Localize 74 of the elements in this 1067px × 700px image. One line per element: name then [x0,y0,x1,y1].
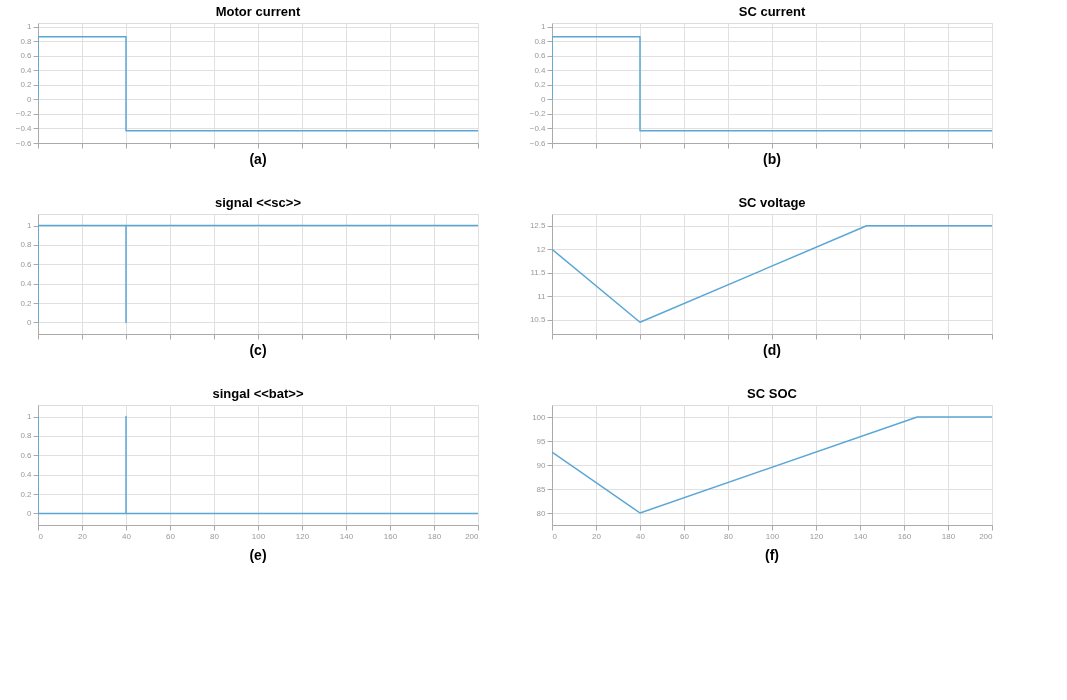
x-tick-label: 160 [383,531,398,541]
y-tick-label: 0 [27,317,33,327]
text: (c) [249,342,267,358]
text: (d) [763,342,781,358]
y-tick-label: −0.2 [529,109,547,119]
y-tick-label: 0.4 [20,470,33,480]
x-tick-label: 140 [853,531,868,541]
x-tick-label: 120 [295,531,310,541]
x-tick-label: 0 [38,531,44,541]
y-tick-label: 0.8 [20,36,33,46]
y-tick-label: 12.5 [529,221,547,231]
y-tick-label: 0.2 [534,80,547,90]
x-tick-label: 100 [251,531,266,541]
y-tick-label: 0.4 [20,279,33,289]
chart-title: SC voltage [738,195,806,210]
y-tick-label: 0.8 [534,36,547,46]
y-tick-label: 11.5 [530,268,547,278]
y-tick-label: −0.6 [15,138,33,148]
text: (b) [763,151,781,167]
x-tick-label: 100 [765,531,780,541]
x-tick-label: 20 [592,531,602,541]
y-tick-label: 0.8 [20,431,33,441]
y-tick-label: −0.4 [15,123,33,133]
x-tick-label: 180 [427,531,442,541]
y-tick-label: 0 [541,94,547,104]
x-tick-label: 200 [979,531,994,541]
y-tick-label: 0 [27,94,33,104]
y-tick-label: 0.2 [20,80,33,90]
x-tick-label: 0 [552,531,558,541]
text: (a) [249,151,267,167]
x-tick-label: 140 [339,531,354,541]
y-tick-label: 11 [537,291,547,301]
y-tick-label: 0.2 [20,298,33,308]
y-tick-label: −0.6 [529,138,547,148]
x-tick-label: 120 [809,531,824,541]
text: (e) [249,547,267,563]
x-tick-label: 60 [166,531,176,541]
y-tick-label: 0 [27,508,33,518]
x-tick-label: 40 [122,531,132,541]
chart-title: SC SOC [747,386,798,401]
x-tick-label: 80 [724,531,734,541]
y-tick-label: 0.6 [20,51,33,61]
y-tick-label: 85 [536,484,547,494]
x-tick-label: 20 [78,531,88,541]
y-tick-label: 0.6 [20,259,33,269]
y-tick-label: 0.4 [20,65,33,75]
y-tick-label: 0.4 [534,65,547,75]
y-tick-label: −0.4 [529,123,547,133]
x-tick-label: 180 [941,531,956,541]
y-tick-label: 1 [27,221,33,231]
y-tick-label: 0.6 [20,450,33,460]
y-tick-label: 95 [536,436,547,446]
y-tick-label: −0.2 [15,109,33,119]
y-tick-label: 10.5 [529,315,547,325]
y-tick-label: 90 [536,460,547,470]
y-tick-label: 80 [536,508,547,518]
x-tick-label: 80 [210,531,220,541]
text: (f) [765,547,779,563]
chart-title: singal <<bat>> [212,386,304,401]
x-tick-label: 40 [636,531,646,541]
y-tick-label: 1 [541,22,547,32]
x-tick-label: 160 [897,531,912,541]
x-tick-label: 60 [680,531,690,541]
y-tick-label: 1 [27,412,33,422]
y-tick-label: 0.8 [20,240,33,250]
y-tick-label: 1 [27,22,33,32]
chart-title: Motor current [215,3,301,19]
chart-title: signal <<sc>> [214,195,302,210]
x-tick-label: 200 [465,531,480,541]
y-tick-label: 12 [536,244,547,254]
y-tick-label: 0.6 [534,51,547,61]
y-tick-label: 0.2 [20,489,33,499]
y-tick-label: 100 [532,412,547,422]
chart-title: SC current [738,3,806,19]
